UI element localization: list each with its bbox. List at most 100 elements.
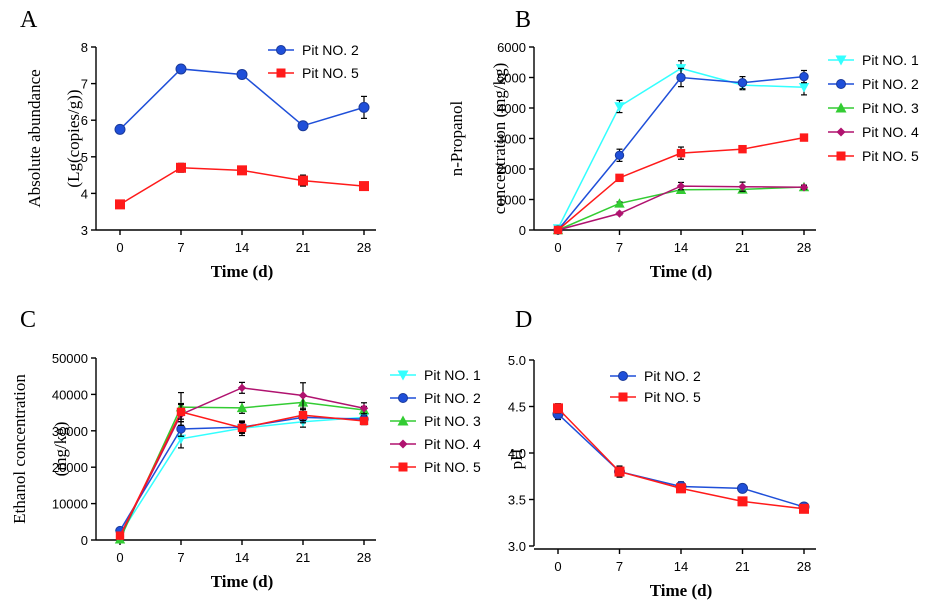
legend-marker [835,102,847,113]
data-point [676,72,686,83]
legend-marker [398,393,408,403]
x-axis-label: Time (d) [650,262,713,281]
legend-item: Pit NO. 2 [390,390,481,406]
legend-marker [836,79,846,89]
data-point [298,175,308,186]
legend-marker [836,151,846,161]
x-tick-label: 21 [735,559,749,574]
legend-marker [276,45,286,55]
y-tick-label: 3.0 [508,539,526,554]
y-tick-label: 5000 [497,71,526,86]
y-tick-label: 4000 [497,101,526,116]
x-tick-label: 14 [235,240,249,255]
legend-label: Pit NO. 4 [862,124,919,140]
x-tick-label: 28 [357,550,371,565]
legend-label: Pit NO. 5 [644,389,701,405]
x-tick-label: 0 [554,559,561,574]
y-axis-label: Ethanol concentration [10,374,29,524]
y-tick-label: 0 [519,223,526,238]
data-point [115,199,125,210]
x-axis-label: Time (d) [211,572,274,591]
series-pit-no-5 [553,133,809,235]
data-point [359,181,369,192]
data-point [798,83,810,93]
data-point [236,402,248,413]
series-pit-no-2 [114,63,370,135]
x-tick-label: 14 [674,559,688,574]
legend-label: Pit NO. 2 [302,42,359,58]
data-point [737,77,748,88]
x-tick-label: 21 [296,240,310,255]
legend-label: Pit NO. 2 [424,390,481,406]
legend-label: Pit NO. 5 [862,148,919,164]
legend-label: Pit NO. 3 [424,413,481,429]
y-tick-label: 40000 [52,387,88,402]
data-point [615,173,624,183]
data-point [799,71,809,82]
data-point [676,181,686,191]
legend-item: Pit NO. 5 [268,65,359,81]
y-tick-label: 4 [81,186,88,201]
y-tick-label: 10000 [52,497,88,512]
y-axis-label: n-Propanol [447,100,466,176]
legend-marker [398,462,408,472]
x-tick-label: 0 [554,240,561,255]
data-point [237,383,247,393]
data-point [176,407,186,417]
legend-item: Pit NO. 4 [828,124,919,140]
legend-label: Pit NO. 3 [862,100,919,116]
y-tick-label: 3000 [497,132,526,147]
data-point [553,225,563,235]
legend-marker [397,415,409,426]
data-point [738,182,747,191]
data-point [614,102,625,112]
x-axis-label: Time (d) [211,262,274,281]
panel-letter: B [515,7,531,33]
legend-marker [398,439,408,449]
chart-panel-d: D 3.0 3.5 4.0 4.5 5.0 0 7 14 21 28 Time (d) pH Pit NO… [507,307,816,600]
legend-marker [836,127,846,137]
data-point [237,423,247,433]
panel-letter: D [515,307,532,333]
data-point [358,101,370,113]
data-point [738,144,747,154]
y-tick-label: 2000 [497,162,526,177]
x-tick-label: 21 [735,240,749,255]
series-pit-no-5 [553,403,809,514]
chart-panel-b: B 0 1000 2000 3000 4000 5000 6000 0 7 14 21 28 Time (… [447,7,919,281]
x-tick-label: 28 [797,240,811,255]
data-point [614,466,625,477]
legend-marker [618,392,628,402]
legend-label: Pit NO. 5 [424,459,481,475]
series-pit-no-2 [553,67,809,235]
x-tick-label: 14 [674,240,688,255]
legend-label: Pit NO. 5 [302,65,359,81]
legend-item: Pit NO. 3 [828,100,919,116]
data-point [176,424,186,434]
x-tick-label: 7 [616,240,623,255]
legend-label: Pit NO. 1 [862,52,919,68]
series-pit-no-5 [115,162,369,210]
y-tick-label: 8 [81,40,88,55]
data-point [799,183,809,192]
data-point [237,165,247,176]
y-tick-label: 20000 [52,460,88,475]
legend-item: Pit NO. 2 [828,76,919,92]
x-tick-label: 14 [235,550,249,565]
y-axis-label: concentration (mg/kg) [490,63,509,215]
x-tick-label: 7 [177,550,184,565]
y-tick-label: 4.5 [508,400,526,415]
data-point [676,148,686,158]
y-tick-label: 6000 [497,40,526,55]
y-tick-label: 50000 [52,351,88,366]
series-pit-no-2 [552,407,810,513]
legend-marker [397,370,409,381]
y-tick-label: 0 [81,533,88,548]
y-tick-label: 6 [81,113,88,128]
legend-label: Pit NO. 1 [424,367,481,383]
data-point [737,496,748,507]
legend-label: Pit NO. 4 [424,436,481,452]
chart-panel-a: A 3 4 5 6 7 8 0 7 14 21 28 Time (d) Absolute abundanc… [20,7,376,281]
legend-item: Pit NO. 5 [390,459,481,475]
